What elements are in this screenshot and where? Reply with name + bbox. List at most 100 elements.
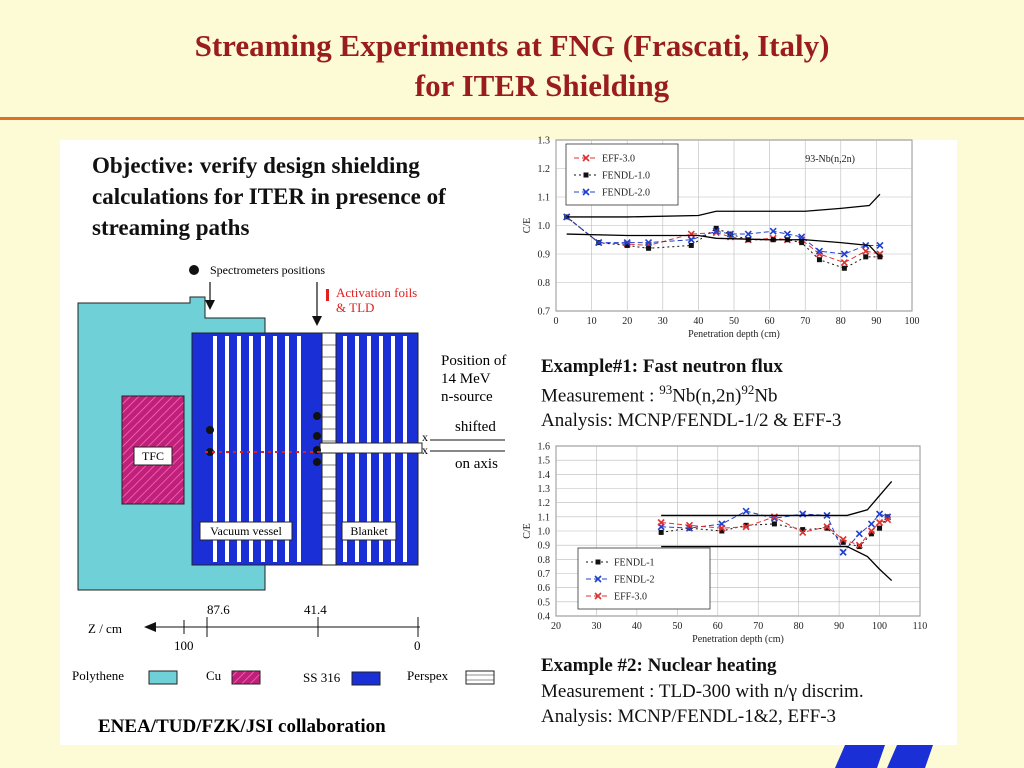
chart-annotation: 93-Nb(n,2n) [805, 154, 855, 165]
data-point [855, 530, 863, 538]
x-tick-label: 60 [765, 316, 775, 327]
vacuum-vessel-box [199, 521, 293, 541]
x-tick-label: 40 [693, 316, 703, 327]
collaboration-text: ENEA/TUD/FZK/JSI collaboration [98, 716, 386, 737]
source-x-axis: x [422, 443, 428, 457]
data-point [687, 236, 695, 244]
y-tick-label: 1.4 [538, 470, 551, 481]
source-position-line-3: n-source [441, 389, 493, 405]
vacuum-vessel-label: Vacuum vessel [210, 524, 282, 538]
data-point [868, 531, 874, 537]
x-tick-label: 90 [834, 621, 844, 632]
x-tick-label: 110 [913, 621, 928, 632]
legend-entry: FENDL-2.0 [602, 188, 650, 199]
data-point [839, 548, 847, 556]
tick-label-414: 41.4 [304, 602, 327, 617]
example1-measurement: Measurement : 93Nb(n,2n)92Nb [541, 382, 778, 407]
data-point [743, 522, 749, 528]
data-point [840, 250, 848, 258]
x-axis-label: Penetration depth (cm) [688, 329, 780, 340]
y-tick-label: 0.5 [538, 597, 551, 608]
data-point [863, 254, 869, 260]
x-tick-label: 30 [591, 621, 601, 632]
data-point [595, 239, 603, 247]
x-tick-label: 70 [800, 316, 810, 327]
title-divider [0, 117, 1024, 120]
data-point [718, 524, 726, 532]
data-point [816, 257, 822, 263]
activation-foils-label-2: & TLD [336, 300, 374, 315]
data-point [875, 510, 884, 518]
uncertainty-band-line [566, 233, 881, 258]
data-point [783, 230, 791, 238]
y-tick-label: 1.3 [538, 484, 551, 495]
legend-entry: EFF-3.0 [614, 592, 647, 603]
x-tick-label: 90 [871, 316, 881, 327]
data-point [823, 523, 831, 531]
data-point [815, 250, 824, 258]
example1-measurement-end: Nb [754, 385, 778, 407]
data-point [840, 258, 848, 267]
legend-polythene-swatch [148, 670, 178, 685]
chart-fast-neutron-flux: 0 10 20 30 40 50 60 70 80 90 100 0.7 0.8 0.9 1.0 1.1 1.2… [522, 136, 920, 341]
data-point [713, 225, 719, 231]
series-line [661, 480, 893, 517]
data-point [799, 240, 805, 246]
legend-entry: EFF-3.0 [602, 154, 635, 165]
spectrometer-bullet [189, 265, 199, 275]
x-tick-label: 50 [729, 316, 739, 327]
example2-gamma: γ [788, 681, 798, 702]
activation-foils-marker [326, 289, 329, 301]
objective-text: Objective: verify design shielding calcu… [92, 153, 446, 240]
example2-measurement-end: discrim. [797, 681, 864, 702]
data-point [855, 541, 863, 549]
data-point [876, 241, 884, 250]
y-tick-label: 0.7 [538, 307, 551, 318]
data-point [770, 514, 778, 522]
data-point [840, 539, 846, 545]
source-position-line-1: Position of [441, 353, 506, 369]
data-point [856, 544, 862, 550]
data-point [798, 233, 806, 241]
legend-ss316-swatch [351, 671, 381, 686]
y-tick-label: 0.7 [538, 569, 551, 580]
uncertainty-band-line [566, 193, 881, 218]
data-point [742, 523, 750, 531]
y-tick-label: 1.1 [538, 193, 551, 204]
data-point [875, 518, 884, 527]
legend-marker [595, 559, 601, 565]
x-tick-label: 40 [632, 621, 642, 632]
y-axis-label: C/E [522, 218, 533, 234]
legend-cu-swatch [231, 670, 261, 685]
x-tick-label: 50 [672, 621, 682, 632]
x-tick-label: 80 [836, 316, 846, 327]
series-fendl-2 [657, 507, 892, 556]
y-tick-label: 0.4 [538, 612, 551, 623]
legend-polythene-label: Polythene [72, 668, 124, 683]
source-x-shifted: x [422, 430, 428, 444]
legend-marker [594, 592, 602, 600]
shifted-label: shifted [455, 419, 496, 435]
data-point [877, 525, 883, 531]
series-line [661, 545, 893, 582]
x-tick-label: 20 [551, 621, 561, 632]
logo-graphic [835, 745, 933, 768]
data-point [646, 245, 652, 251]
example1-measurement-prefix: Measurement : [541, 385, 660, 407]
y-tick-label: 1.2 [538, 498, 551, 509]
y-tick-label: 1.0 [538, 221, 551, 232]
legend-perspex-swatch [465, 670, 495, 685]
example1-measurement-mid: Nb(n,2n) [672, 385, 742, 407]
spectrometers-label: Spectrometers positions [210, 263, 325, 277]
data-point [658, 529, 664, 535]
slide-title: Streaming Experiments at FNG (Frascati, … [0, 26, 1024, 106]
example1-sup-93: 93 [659, 382, 673, 397]
legend-cu-label: Cu [206, 668, 222, 683]
data-point [799, 528, 807, 536]
x-tick-label: 0 [554, 316, 559, 327]
data-point [657, 518, 665, 527]
chart-legend: FENDL-1 FENDL-2 EFF-3.0 [577, 547, 711, 610]
y-tick-label: 1.5 [538, 456, 551, 467]
legend-entry: FENDL-1 [614, 558, 655, 569]
